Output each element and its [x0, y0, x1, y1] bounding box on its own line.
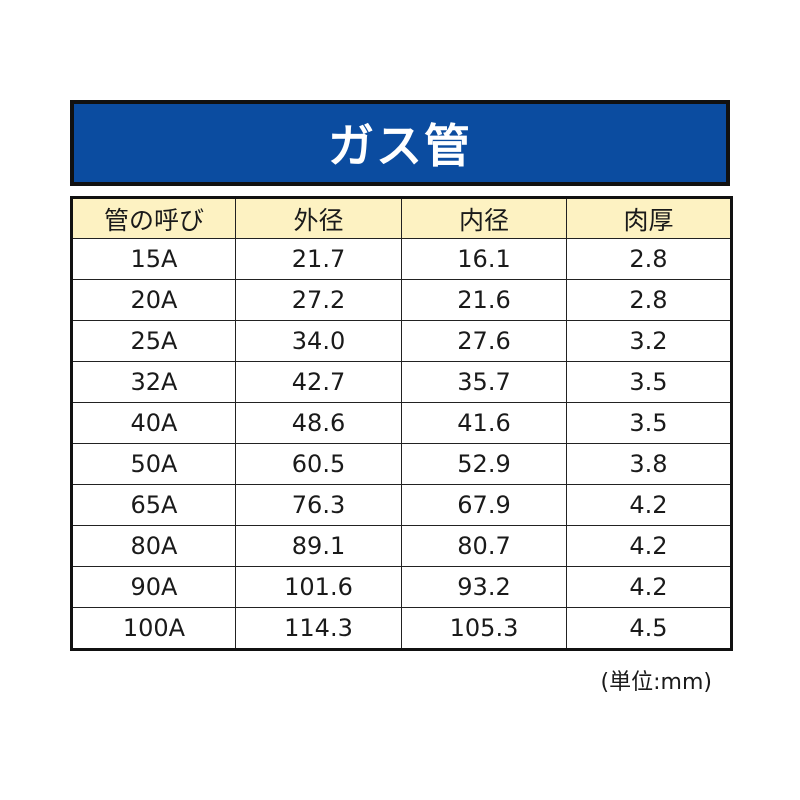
cell-nominal-size: 50A — [71, 443, 236, 485]
cell-wall-thickness: 2.8 — [566, 238, 732, 280]
cell-wall-thickness: 3.5 — [566, 361, 732, 403]
cell-wall-thickness: 4.5 — [566, 607, 732, 650]
cell-inner-diameter: 93.2 — [401, 566, 567, 608]
cell-nominal-size: 80A — [71, 525, 236, 567]
cell-nominal-size: 25A — [71, 320, 236, 362]
cell-outer-diameter: 34.0 — [235, 320, 402, 362]
cell-outer-diameter: 21.7 — [235, 238, 402, 280]
cell-outer-diameter: 89.1 — [235, 525, 402, 567]
cell-inner-diameter: 80.7 — [401, 525, 567, 567]
header-nominal-size: 管の呼び — [71, 197, 236, 239]
cell-nominal-size: 20A — [71, 279, 236, 321]
title-banner: ガス管 — [70, 100, 730, 186]
page-title: ガス管 — [328, 119, 472, 173]
table-row: 65A 76.3 67.9 4.2 — [71, 484, 732, 526]
cell-nominal-size: 90A — [71, 566, 236, 608]
cell-wall-thickness: 4.2 — [566, 566, 732, 608]
table-row: 50A 60.5 52.9 3.8 — [71, 443, 732, 485]
cell-nominal-size: 40A — [71, 402, 236, 444]
header-outer-diameter: 外径 — [235, 197, 402, 239]
cell-wall-thickness: 4.2 — [566, 525, 732, 567]
cell-nominal-size: 32A — [71, 361, 236, 403]
table-row: 32A 42.7 35.7 3.5 — [71, 361, 732, 403]
cell-nominal-size: 100A — [71, 607, 236, 650]
cell-inner-diameter: 41.6 — [401, 402, 567, 444]
cell-inner-diameter: 27.6 — [401, 320, 567, 362]
table-row: 15A 21.7 16.1 2.8 — [71, 238, 732, 280]
table-row: 40A 48.6 41.6 3.5 — [71, 402, 732, 444]
unit-note: (単位:mm) — [600, 670, 712, 695]
table-row: 20A 27.2 21.6 2.8 — [71, 279, 732, 321]
cell-outer-diameter: 60.5 — [235, 443, 402, 485]
table-row: 80A 89.1 80.7 4.2 — [71, 525, 732, 567]
cell-outer-diameter: 42.7 — [235, 361, 402, 403]
cell-outer-diameter: 114.3 — [235, 607, 402, 650]
header-inner-diameter: 内径 — [401, 197, 567, 239]
cell-inner-diameter: 21.6 — [401, 279, 567, 321]
cell-outer-diameter: 48.6 — [235, 402, 402, 444]
cell-wall-thickness: 4.2 — [566, 484, 732, 526]
cell-inner-diameter: 16.1 — [401, 238, 567, 280]
table-header-row: 管の呼び 外径 内径 肉厚 — [71, 197, 732, 239]
cell-wall-thickness: 3.5 — [566, 402, 732, 444]
cell-outer-diameter: 27.2 — [235, 279, 402, 321]
cell-outer-diameter: 76.3 — [235, 484, 402, 526]
gas-pipe-spec-table: 管の呼び 外径 内径 肉厚 15A 21.7 16.1 2.8 20A 27.2… — [70, 196, 733, 651]
cell-wall-thickness: 2.8 — [566, 279, 732, 321]
table-row: 25A 34.0 27.6 3.2 — [71, 320, 732, 362]
table-row: 100A 114.3 105.3 4.5 — [71, 607, 732, 650]
cell-nominal-size: 15A — [71, 238, 236, 280]
table-row: 90A 101.6 93.2 4.2 — [71, 566, 732, 608]
cell-outer-diameter: 101.6 — [235, 566, 402, 608]
cell-wall-thickness: 3.8 — [566, 443, 732, 485]
cell-inner-diameter: 67.9 — [401, 484, 567, 526]
cell-inner-diameter: 35.7 — [401, 361, 567, 403]
table-body: 15A 21.7 16.1 2.8 20A 27.2 21.6 2.8 25A … — [71, 238, 732, 650]
cell-nominal-size: 65A — [71, 484, 236, 526]
cell-inner-diameter: 52.9 — [401, 443, 567, 485]
header-wall-thickness: 肉厚 — [566, 197, 732, 239]
cell-inner-diameter: 105.3 — [401, 607, 567, 650]
cell-wall-thickness: 3.2 — [566, 320, 732, 362]
